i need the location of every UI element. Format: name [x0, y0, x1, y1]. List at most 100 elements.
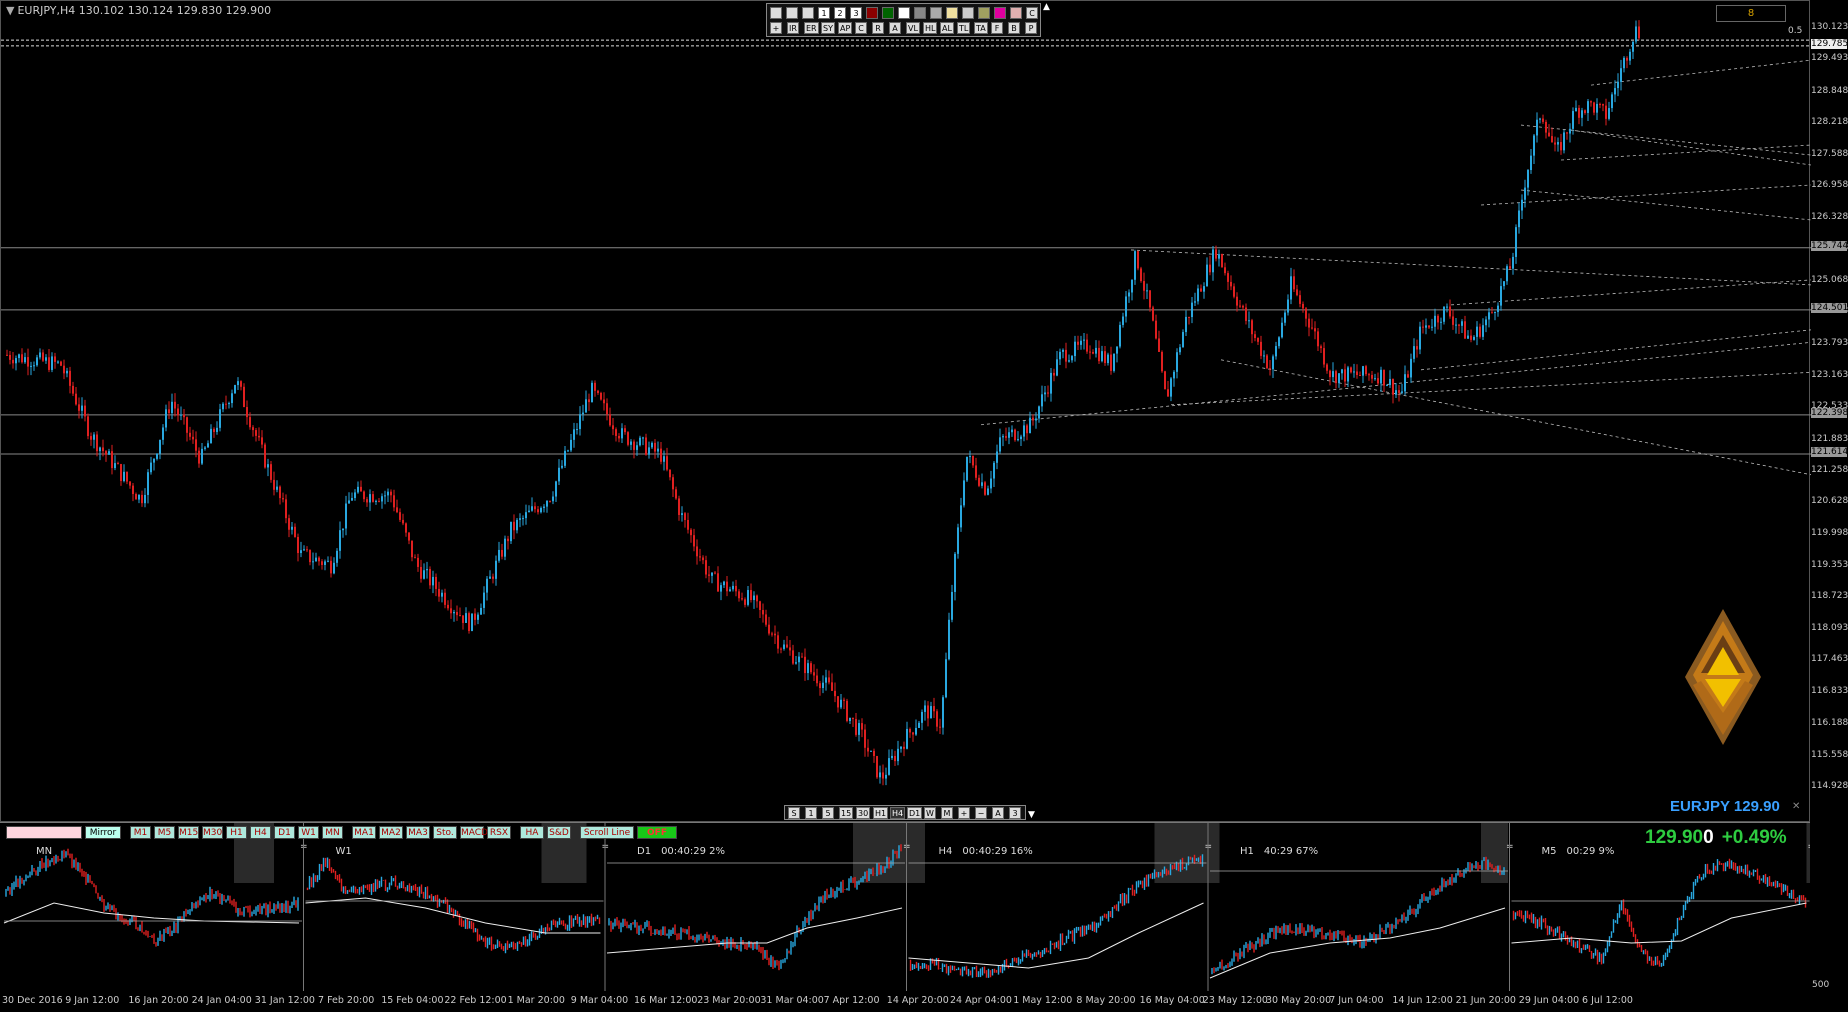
tf-toggle-m30[interactable]: M30 — [202, 826, 223, 839]
toolbar-row2-button[interactable]: P — [1025, 22, 1037, 34]
timeframe-button[interactable]: M — [941, 807, 953, 819]
toolbar-row2-button[interactable]: AP — [838, 22, 853, 34]
toolbar-row2-button[interactable]: IR — [787, 22, 799, 34]
indicator-toggle[interactable]: Sto. — [433, 826, 457, 839]
toolbar-row1-button[interactable] — [786, 7, 798, 19]
timeframe-button[interactable]: 15 — [839, 807, 854, 819]
toolbar-expand-icon[interactable]: ▼ — [1028, 810, 1035, 820]
trend-line[interactable] — [1130, 249, 1811, 286]
toolbar-row2-button[interactable]: ER — [804, 22, 819, 34]
candlestick-chart[interactable] — [1, 1, 1811, 823]
trend-line[interactable] — [1450, 279, 1811, 306]
toolbar-row1-button[interactable] — [914, 7, 926, 19]
toolbar-row2-button[interactable]: SY — [821, 22, 835, 34]
indicator-toggle[interactable]: MACD — [460, 826, 488, 839]
toolbar-row2-button[interactable]: AL — [940, 22, 954, 34]
mini-chart-h1[interactable]: = — [1207, 823, 1514, 991]
toolbar-row1-button[interactable] — [1010, 7, 1022, 19]
toolbar-row2-button[interactable]: HL — [923, 22, 938, 34]
mirror-button[interactable]: Mirror — [85, 826, 121, 839]
toolbar-collapse-icon[interactable]: ▲ — [1043, 2, 1050, 12]
indicator-toggle[interactable]: MA1 — [352, 826, 376, 839]
trend-line[interactable] — [1170, 371, 1811, 406]
symbol-input-field[interactable] — [6, 826, 82, 839]
mini-chart-h4[interactable]: = — [906, 823, 1220, 991]
extra-toggle[interactable]: S&D — [547, 826, 571, 839]
timeframe-button[interactable]: W — [924, 807, 936, 819]
tf-toggle-d1[interactable]: D1 — [274, 826, 295, 839]
collapse-arrow-icon[interactable]: ▼ — [6, 4, 15, 17]
timeframe-button[interactable]: H1 — [873, 807, 889, 819]
indicator-toggle[interactable]: MA3 — [406, 826, 430, 839]
trend-line[interactable] — [1520, 189, 1811, 221]
candle — [57, 360, 59, 364]
indicator-toggle[interactable]: RSX — [487, 826, 511, 839]
mini-charts[interactable]: ====== — [0, 823, 1810, 991]
trend-line[interactable] — [1570, 129, 1811, 166]
extra-toggle[interactable]: HA — [520, 826, 544, 839]
trend-line[interactable] — [1420, 329, 1811, 371]
trend-line[interactable] — [1220, 359, 1811, 476]
main-price-chart[interactable] — [0, 0, 1811, 823]
timeframe-button[interactable]: H4 — [890, 807, 906, 819]
toolbar-row2-button[interactable]: A — [889, 22, 901, 34]
candle — [267, 458, 269, 477]
toolbar-row2-button[interactable]: F — [991, 22, 1003, 34]
trend-line[interactable] — [1480, 184, 1811, 206]
toolbar-row1-button[interactable] — [994, 7, 1006, 19]
trend-line[interactable] — [1590, 59, 1811, 86]
trend-line[interactable] — [1560, 144, 1811, 161]
mini-chart-m5[interactable]: = — [1509, 823, 1811, 991]
candle — [336, 548, 338, 567]
toolbar-row1-button[interactable] — [882, 7, 894, 19]
toolbar-row1-button[interactable]: C — [1026, 7, 1038, 19]
candle — [402, 513, 404, 526]
tf-toggle-m5[interactable]: M5 — [154, 826, 175, 839]
timeframe-button[interactable]: − — [975, 807, 987, 819]
toolbar-row1-button[interactable] — [866, 7, 878, 19]
toolbar-row2-button[interactable]: C — [855, 22, 867, 34]
toolbar-row1-button[interactable] — [978, 7, 990, 19]
candle — [780, 647, 782, 654]
toolbar-row1-button[interactable] — [770, 7, 782, 19]
candle — [1185, 310, 1187, 336]
toolbar-row2-button[interactable]: R — [872, 22, 884, 34]
tf-toggle-mn[interactable]: MN — [322, 826, 343, 839]
toolbar-row2-button[interactable]: + — [770, 22, 782, 34]
tf-toggle-w1[interactable]: W1 — [298, 826, 319, 839]
toolbar-row1-button[interactable] — [962, 7, 974, 19]
toolbar-row1-button[interactable] — [930, 7, 942, 19]
toolbar-row1-button[interactable] — [802, 7, 814, 19]
toolbar-row1-button[interactable]: 2 — [834, 7, 846, 19]
candle — [240, 380, 242, 391]
off-toggle[interactable]: OFF — [637, 826, 677, 839]
timeframe-button[interactable]: 1 — [805, 807, 817, 819]
toolbar-row1-button[interactable] — [898, 7, 910, 19]
toolbar-row1-button[interactable]: 1 — [818, 7, 830, 19]
toolbar-row2-button[interactable]: VL — [906, 22, 920, 34]
timeframe-button[interactable]: 5 — [822, 807, 834, 819]
timeframe-button[interactable]: 30 — [856, 807, 871, 819]
toolbar-row2-button[interactable]: B — [1008, 22, 1020, 34]
toolbar-row1-button[interactable] — [946, 7, 958, 19]
toolbar-row2-button[interactable]: TA — [974, 22, 988, 34]
candle — [885, 767, 887, 786]
scroll-line-button[interactable]: Scroll Line — [580, 826, 634, 839]
toolbar-row1-button[interactable]: 3 — [850, 7, 862, 19]
timeframe-button[interactable]: 3 — [1009, 807, 1021, 819]
toolbar-row2-button[interactable]: TL — [957, 22, 971, 34]
timeframe-button[interactable]: A — [992, 807, 1004, 819]
trend-line[interactable] — [980, 341, 1811, 426]
timeframe-button[interactable]: S — [788, 807, 800, 819]
timeframe-button[interactable]: D1 — [907, 807, 923, 819]
tf-toggle-h4[interactable]: H4 — [250, 826, 271, 839]
mini-chart-d1[interactable]: = — [604, 823, 925, 991]
timeframe-button[interactable]: + — [958, 807, 970, 819]
mini-chart-w1[interactable]: = — [303, 823, 610, 991]
tf-toggle-m15[interactable]: M15 — [178, 826, 199, 839]
tf-toggle-h1[interactable]: H1 — [226, 826, 247, 839]
close-icon[interactable]: ✕ — [1792, 801, 1801, 812]
indicator-toggle[interactable]: MA2 — [379, 826, 403, 839]
mini-chart-mn[interactable]: = — [3, 823, 308, 947]
tf-toggle-m1[interactable]: M1 — [130, 826, 151, 839]
